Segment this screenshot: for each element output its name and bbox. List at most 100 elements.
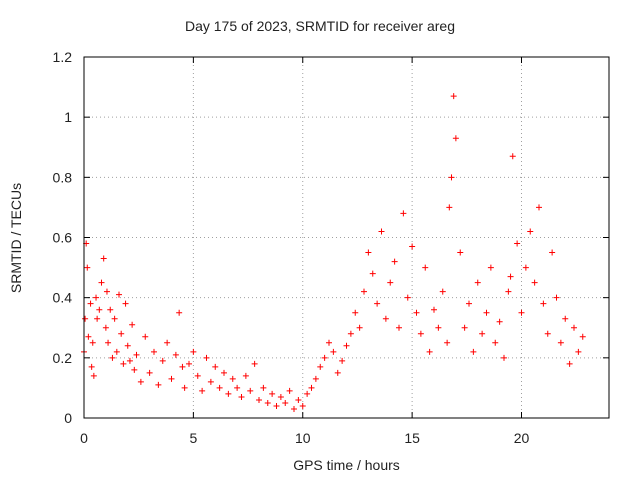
x-axis-label: GPS time / hours [293, 457, 400, 473]
data-point [238, 393, 245, 400]
data-point [100, 255, 107, 262]
data-point [264, 399, 271, 406]
data-point [378, 228, 385, 235]
data-point [439, 288, 446, 295]
data-point [207, 378, 214, 385]
y-tick-label: 0 [64, 410, 72, 426]
data-point [82, 315, 89, 322]
data-point [483, 309, 490, 316]
data-point [509, 153, 516, 160]
data-point [579, 333, 586, 340]
data-point [387, 279, 394, 286]
data-point [176, 309, 183, 316]
x-tick-label: 15 [404, 430, 420, 446]
data-point [229, 375, 236, 382]
data-point [225, 390, 232, 397]
data-point [444, 339, 451, 346]
y-tick-label: 0.8 [53, 169, 73, 185]
data-point [536, 204, 542, 211]
data-point [413, 309, 420, 316]
data-point [487, 264, 494, 271]
data-point [251, 360, 258, 367]
data-point [514, 240, 521, 247]
data-point [527, 228, 534, 235]
chart-title: Day 175 of 2023, SRMTID for receiver are… [184, 18, 455, 34]
data-point [326, 339, 332, 346]
data-point [544, 330, 551, 337]
data-point [111, 315, 118, 322]
data-point [400, 210, 407, 217]
data-point [575, 348, 582, 355]
data-point [103, 288, 110, 295]
data-point [382, 315, 389, 322]
data-point [133, 351, 140, 358]
data-point [549, 249, 556, 256]
data-point [422, 264, 429, 271]
y-tick-label: 0.4 [53, 290, 73, 306]
data-point [118, 330, 125, 337]
data-point [446, 204, 453, 211]
data-point [102, 324, 109, 331]
data-point [142, 333, 149, 340]
data-point [404, 294, 411, 301]
data-point [126, 357, 133, 364]
data-point [470, 348, 477, 355]
data-point [566, 360, 573, 367]
data-point [409, 243, 416, 250]
x-tick-label: 5 [189, 430, 197, 446]
data-point [308, 384, 315, 391]
data-point [492, 339, 499, 346]
data-point [317, 363, 324, 370]
data-point [334, 369, 341, 376]
data-point [505, 288, 512, 295]
y-tick-label: 1 [64, 109, 72, 125]
data-point [247, 387, 254, 394]
data-point [151, 348, 157, 355]
data-point [361, 288, 367, 295]
gridlines [84, 57, 609, 418]
data-point [98, 279, 105, 286]
data-point [242, 372, 249, 379]
data-point [89, 339, 96, 346]
data-point [129, 321, 136, 328]
data-point [234, 384, 241, 391]
axis-ticks: 0 5 10 15 20 0 0.2 0.4 0.6 0.8 1 1.2 [53, 49, 609, 446]
data-point [124, 342, 131, 349]
data-point [435, 324, 442, 331]
data-point [172, 351, 179, 358]
data-point [190, 348, 197, 355]
data-point [426, 348, 433, 355]
data-point [179, 363, 186, 370]
data-point [369, 270, 376, 277]
y-tick-label: 0.2 [53, 350, 73, 366]
data-point [96, 306, 103, 313]
data-point [321, 354, 328, 361]
data-point [116, 291, 122, 298]
data-point [417, 330, 424, 337]
data-point [522, 264, 529, 271]
data-point [87, 300, 94, 307]
data-point [562, 315, 569, 322]
data-point [518, 309, 525, 316]
data-point [269, 390, 276, 397]
data-point [137, 378, 144, 385]
data-point [553, 294, 560, 301]
data-point [159, 357, 166, 364]
plot-frame [83, 56, 610, 419]
data-point [84, 264, 91, 271]
data-point [199, 387, 206, 394]
data-point [450, 93, 457, 100]
data-point [531, 279, 538, 286]
data-point [181, 384, 188, 391]
data-point [343, 342, 350, 349]
y-tick-label: 0.6 [53, 230, 73, 246]
data-point [356, 324, 363, 331]
data-point [120, 360, 127, 367]
data-point [461, 324, 468, 331]
data-point [540, 300, 547, 307]
data-point [109, 354, 116, 361]
data-point [479, 330, 486, 337]
data-point [273, 402, 280, 409]
data-point [304, 390, 311, 397]
data-point [131, 366, 138, 373]
